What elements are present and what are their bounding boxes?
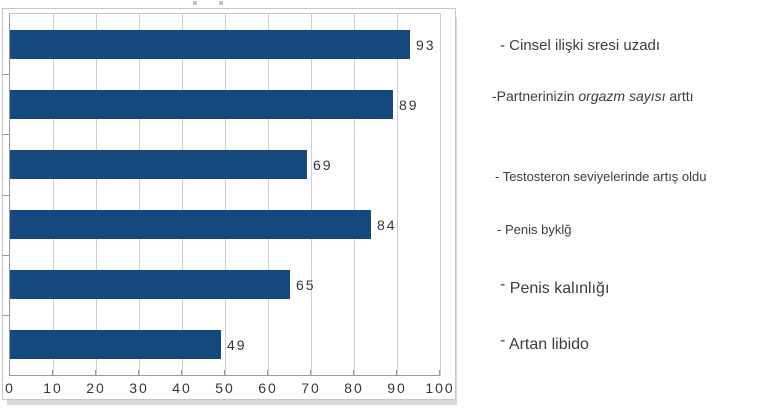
x-axis-tick xyxy=(181,370,182,375)
x-axis-tick-label: 20 xyxy=(86,380,106,396)
x-axis-tick-label: 70 xyxy=(301,380,321,396)
legend-item: - Penis byklğ xyxy=(497,222,571,238)
y-axis-tick xyxy=(2,255,10,256)
x-axis-tick xyxy=(224,370,225,375)
legend-dash: - xyxy=(492,88,497,104)
y-axis-tick xyxy=(2,195,10,196)
gridline xyxy=(53,14,54,375)
legend-text: Artan libido xyxy=(505,336,589,353)
bar-value-label: 84 xyxy=(377,217,397,233)
legend-item: - Testosteron seviyelerinde artış oldu xyxy=(495,169,707,185)
legend-item: - Penis kalınlığı xyxy=(500,276,610,298)
y-axis-tick xyxy=(2,74,10,75)
x-axis-tick-label: 90 xyxy=(387,380,407,396)
x-axis-tick-label: 80 xyxy=(344,380,364,396)
legend-dash: - xyxy=(500,37,505,54)
y-axis-tick xyxy=(2,134,10,135)
x-axis-tick-label: 60 xyxy=(258,380,278,396)
x-axis-tick xyxy=(95,370,96,375)
gridline xyxy=(139,14,140,375)
legend-text: Testosteron seviyelerinde artış oldu xyxy=(499,169,707,184)
legend-item: -Partnerinizin orgazm sayısı arttı xyxy=(492,88,694,105)
bar-value-label: 49 xyxy=(227,337,247,353)
legend-item: - Artan libido xyxy=(500,332,589,354)
bar-value-label: 89 xyxy=(399,97,419,113)
x-axis-tick-label: 50 xyxy=(215,380,235,396)
gridline xyxy=(182,14,183,375)
gridline xyxy=(96,14,97,375)
gridline xyxy=(311,14,312,375)
x-axis-tick xyxy=(310,370,311,375)
x-axis-tick xyxy=(396,370,397,375)
x-axis-tick xyxy=(138,370,139,375)
gridline xyxy=(225,14,226,375)
legend-text: Partnerinizin xyxy=(496,88,579,104)
bar-value-label: 65 xyxy=(296,277,316,293)
legend-dash: - xyxy=(500,276,506,293)
bar xyxy=(10,330,221,359)
legend-text: orgazm sayısı xyxy=(578,88,666,104)
bar xyxy=(10,210,371,239)
bar-value-label: 93 xyxy=(416,37,436,53)
x-axis-tick xyxy=(353,370,354,375)
x-axis-tick-label: 0 xyxy=(5,380,15,396)
bar xyxy=(10,30,410,59)
plot-area: 93 89 69 84 65 49 xyxy=(2,13,441,376)
x-axis-tick-label: 100 xyxy=(425,380,455,396)
bar xyxy=(10,150,307,179)
gridline xyxy=(268,14,269,375)
x-axis-tick-label: 10 xyxy=(43,380,63,396)
bar-chart-frame: 93 89 69 84 65 49 0 10 20 30 40 50 60 70 80 90 100 xyxy=(2,8,456,400)
legend-text: arttı xyxy=(665,88,694,104)
cropped-title-mark xyxy=(219,1,223,5)
y-axis-tick xyxy=(2,315,10,316)
x-axis-tick xyxy=(52,370,53,375)
x-axis-tick xyxy=(9,370,10,375)
cropped-title-mark xyxy=(193,1,197,5)
x-axis-tick-label: 40 xyxy=(172,380,192,396)
legend-text: Penis kalınlığı xyxy=(505,280,610,297)
gridline xyxy=(397,14,398,375)
x-axis-tick xyxy=(439,370,440,375)
bar-value-label: 69 xyxy=(313,157,333,173)
legend-dash: - xyxy=(497,222,502,237)
x-axis-tick-label: 30 xyxy=(129,380,149,396)
legend-dash: - xyxy=(500,332,506,349)
legend-text: Penis byklğ xyxy=(501,222,572,237)
legend-dash: - xyxy=(495,169,500,184)
bar xyxy=(10,270,290,299)
gridline xyxy=(354,14,355,375)
legend-text: Cinsel ilişki sresi uzadı xyxy=(505,37,661,54)
legend-item: - Cinsel ilişki sresi uzadı xyxy=(500,37,660,55)
x-axis-tick xyxy=(267,370,268,375)
bar xyxy=(10,90,393,119)
